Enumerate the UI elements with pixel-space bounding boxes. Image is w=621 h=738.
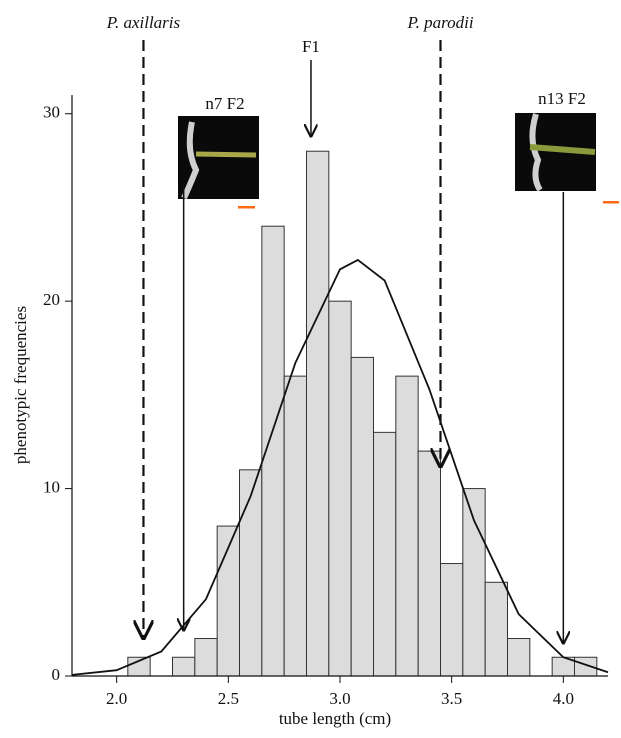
x-axis-title: tube length (cm) xyxy=(279,709,391,728)
bar xyxy=(306,150,330,677)
bar xyxy=(507,638,531,677)
bar xyxy=(172,656,196,677)
x-tick-label: 4.0 xyxy=(553,689,574,708)
bar xyxy=(417,450,441,677)
annotation-label: F1 xyxy=(302,37,320,56)
annotation-label: n7 F2 xyxy=(205,94,244,113)
bar xyxy=(373,431,397,677)
x-tick-label: 2.0 xyxy=(106,689,127,708)
photo-n7 xyxy=(178,116,259,209)
annotation-label: P. axillaris xyxy=(106,13,181,32)
x-tick-label: 2.5 xyxy=(218,689,239,708)
y-tick-label: 0 xyxy=(52,665,61,684)
annotation-label: n13 F2 xyxy=(538,89,586,108)
bar xyxy=(462,488,486,677)
photo-n13 xyxy=(515,113,619,204)
y-tick-label: 10 xyxy=(43,477,60,496)
bar xyxy=(328,300,352,677)
y-tick-label: 20 xyxy=(43,290,60,309)
bar xyxy=(395,375,419,677)
annotation-label: P. parodii xyxy=(406,13,473,32)
bar xyxy=(194,638,218,677)
bar xyxy=(283,375,307,677)
x-tick-label: 3.5 xyxy=(441,689,462,708)
bar xyxy=(350,356,374,677)
bar xyxy=(440,563,464,677)
x-tick-label: 3.0 xyxy=(329,689,350,708)
y-tick-label: 30 xyxy=(43,103,60,122)
y-axis-title: phenotypic frequencies xyxy=(11,306,30,464)
bar xyxy=(484,581,508,677)
fit-curve xyxy=(71,258,609,676)
bar xyxy=(239,469,263,677)
